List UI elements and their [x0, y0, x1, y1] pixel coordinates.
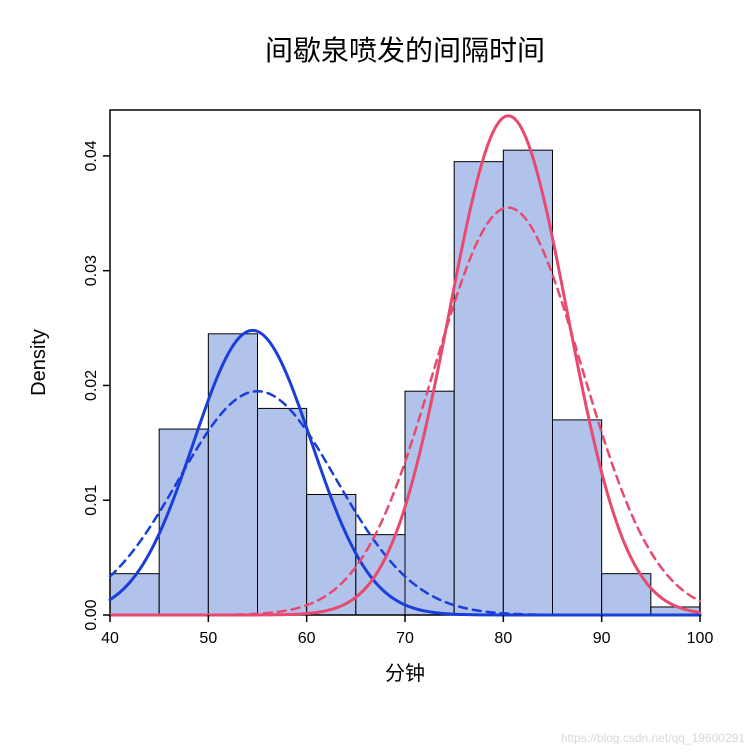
x-tick-label: 50 — [199, 630, 217, 647]
y-tick-label: 0.01 — [83, 485, 100, 516]
x-tick-label: 80 — [494, 630, 512, 647]
histogram-bar — [553, 420, 602, 615]
histogram-bar — [258, 408, 307, 615]
histogram-bar — [208, 334, 257, 615]
x-tick-label: 40 — [101, 630, 119, 647]
x-tick-label: 60 — [298, 630, 316, 647]
y-tick-label: 0.00 — [83, 599, 100, 630]
density-histogram-chart: 间歇泉喷发的间隔时间 40 50 60 70 80 90 100 0.00 0.01 0.02 0.0… — [0, 0, 753, 753]
histogram-bar — [159, 429, 208, 615]
histogram-bar — [307, 494, 356, 615]
watermark-text: https://blog.csdn.net/qq_19600291 — [561, 731, 745, 745]
chart-title: 间歇泉喷发的间隔时间 — [265, 35, 545, 67]
x-tick-label: 90 — [593, 630, 611, 647]
histogram-bar — [503, 150, 552, 615]
y-tick-label: 0.04 — [83, 140, 100, 171]
histogram-bar — [454, 162, 503, 615]
y-tick-label: 0.02 — [83, 370, 100, 401]
y-tick-label: 0.03 — [83, 255, 100, 286]
x-tick-label: 100 — [687, 630, 714, 647]
x-tick-label: 70 — [396, 630, 414, 647]
y-axis-label: Density — [28, 329, 50, 396]
chart-container: 间歇泉喷发的间隔时间 40 50 60 70 80 90 100 0.00 0.01 0.02 0.0… — [0, 0, 753, 753]
x-axis-label: 分钟 — [385, 662, 425, 685]
histogram-bar — [356, 535, 405, 615]
